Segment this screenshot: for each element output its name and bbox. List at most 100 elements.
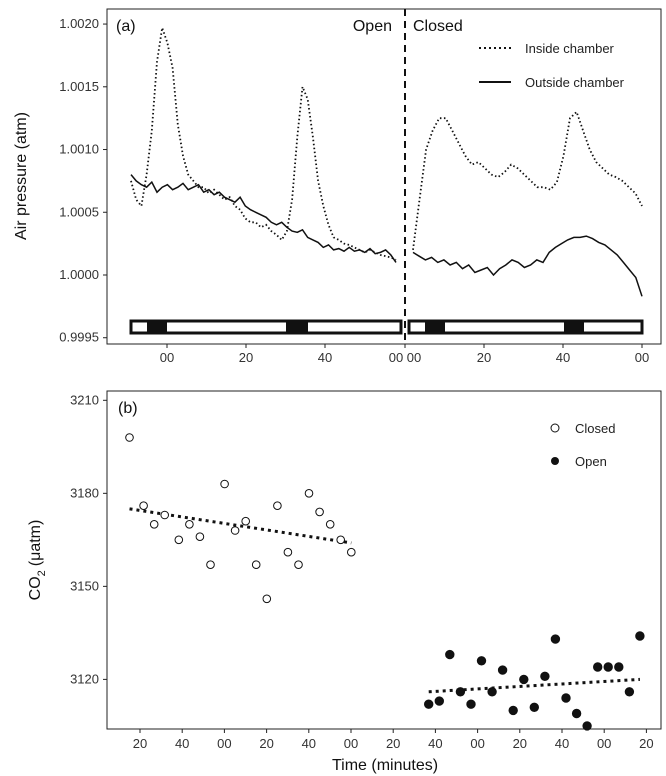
outside-chamber-line (130, 174, 397, 263)
legend-label-open: Open (575, 454, 607, 469)
closed-data-point (336, 535, 346, 545)
open-data-point (455, 687, 466, 697)
closed-data-point (273, 501, 282, 511)
light-dark-bar (129, 319, 644, 335)
open-data-point (466, 699, 476, 709)
closed-data-point (160, 510, 169, 520)
closed-data-point (315, 507, 324, 517)
panel-b: (b) CO2 (μatm) Time (minutes) Closed Open… (27, 390, 662, 774)
panel-a-frame (106, 8, 662, 345)
outside-chamber-line (412, 235, 643, 297)
x-tick-label: 00 (470, 736, 484, 751)
x-tick-label: 40 (556, 350, 570, 365)
closed-data-point (220, 479, 229, 489)
open-data-point (593, 662, 603, 672)
dark-period-bar (147, 321, 167, 333)
y-axis-title-co: CO (27, 576, 44, 600)
open-data-point (550, 634, 561, 644)
closed-data-point (325, 520, 335, 529)
open-data-point (635, 631, 645, 641)
y-tick-label: 3150 (70, 578, 99, 593)
y-tick-label: 1.0005 (59, 204, 99, 219)
dark-period-bar (564, 321, 584, 333)
x-axis-title: Time (minutes) (332, 757, 438, 774)
closed-data-point (347, 547, 356, 557)
dark-period-bar (425, 321, 445, 333)
closed-label: Closed (413, 18, 463, 35)
y-axis-title-subscript: 2 (36, 570, 48, 576)
y-axis-title-unit: (μatm) (27, 520, 44, 567)
x-tick-label: 00 (407, 350, 421, 365)
open-data-point (424, 699, 434, 709)
x-tick-label: 00 (160, 350, 174, 365)
y-tick-label: 0.9995 (59, 330, 99, 345)
x-tick-label: 20 (239, 350, 253, 365)
panel-a-x-axis: 00 20 40 00 00 20 40 00 (160, 344, 649, 365)
open-data-point (529, 702, 539, 712)
closed-data-point (206, 560, 215, 570)
closed-data-point (139, 501, 148, 511)
panel-a-y-axis-title: Air pressure (atm) (13, 112, 30, 240)
x-tick-label: 00 (217, 736, 231, 751)
x-tick-label: 40 (428, 736, 442, 751)
panel-b-y-axis: 3120 3150 3180 3210 (70, 392, 107, 686)
open-data-point (476, 656, 487, 666)
x-tick-label: 20 (259, 736, 273, 751)
x-tick-label: 40 (555, 736, 569, 751)
panel-b-x-axis: 20 40 00 20 40 00 20 40 00 20 40 00 20 (133, 729, 654, 751)
light-bar-open (129, 319, 403, 335)
open-data-point (519, 674, 529, 685)
open-data-point (540, 671, 550, 681)
x-tick-label: 00 (597, 736, 611, 751)
open-data-point (624, 687, 635, 697)
open-label: Open (353, 18, 392, 35)
panel-b-series (125, 433, 645, 731)
open-data-point (561, 693, 571, 703)
closed-data-point (262, 594, 272, 604)
panel-a-series (130, 27, 643, 297)
x-tick-label: 20 (513, 736, 527, 751)
legend-marker-open (551, 457, 559, 465)
panel-a-label: (a) (116, 18, 136, 35)
y-tick-label: 3120 (70, 671, 99, 686)
legend-marker-closed (550, 423, 560, 433)
panel-a: (a) Air pressure (atm) Open Closed Insid… (13, 8, 662, 365)
closed-data-point (251, 560, 261, 570)
inside-chamber-line (130, 27, 397, 261)
panel-b-y-axis-title: CO2 (μatm) (27, 520, 48, 601)
dark-period-bar (286, 321, 308, 333)
y-tick-label: 1.0015 (59, 79, 99, 94)
open-data-point (434, 696, 444, 706)
x-tick-label: 40 (302, 736, 316, 751)
closed-data-point (195, 532, 205, 542)
y-tick-label: 3180 (70, 485, 99, 500)
y-tick-label: 1.0010 (59, 142, 99, 157)
x-tick-label: 00 (344, 736, 358, 751)
open-data-point (508, 705, 518, 716)
inside-chamber-line (412, 110, 643, 251)
panel-b-legend: Closed Open (550, 421, 615, 469)
open-data-point (603, 662, 613, 672)
open-data-point (571, 708, 582, 719)
closed-data-point (185, 520, 194, 529)
legend-label-inside: Inside chamber (525, 41, 615, 56)
closed-data-point (125, 433, 134, 442)
legend-label-closed: Closed (575, 421, 615, 436)
closed-data-point (241, 516, 250, 526)
closed-data-point (283, 547, 293, 557)
panel-b-label: (b) (118, 400, 138, 417)
x-tick-label: 20 (133, 736, 147, 751)
open-data-point (487, 687, 497, 697)
x-tick-label: 20 (639, 736, 653, 751)
open-data-point (582, 721, 592, 731)
x-tick-label: 00 (635, 350, 649, 365)
y-tick-label: 3210 (70, 392, 99, 407)
closed-data-point (230, 526, 240, 535)
panel-a-legend: Inside chamber Outside chamber (479, 41, 625, 90)
x-tick-label: 20 (477, 350, 491, 365)
x-tick-label: 20 (386, 736, 400, 751)
y-tick-label: 1.0000 (59, 267, 99, 282)
legend-label-outside: Outside chamber (525, 75, 625, 90)
open-data-point (614, 662, 624, 672)
